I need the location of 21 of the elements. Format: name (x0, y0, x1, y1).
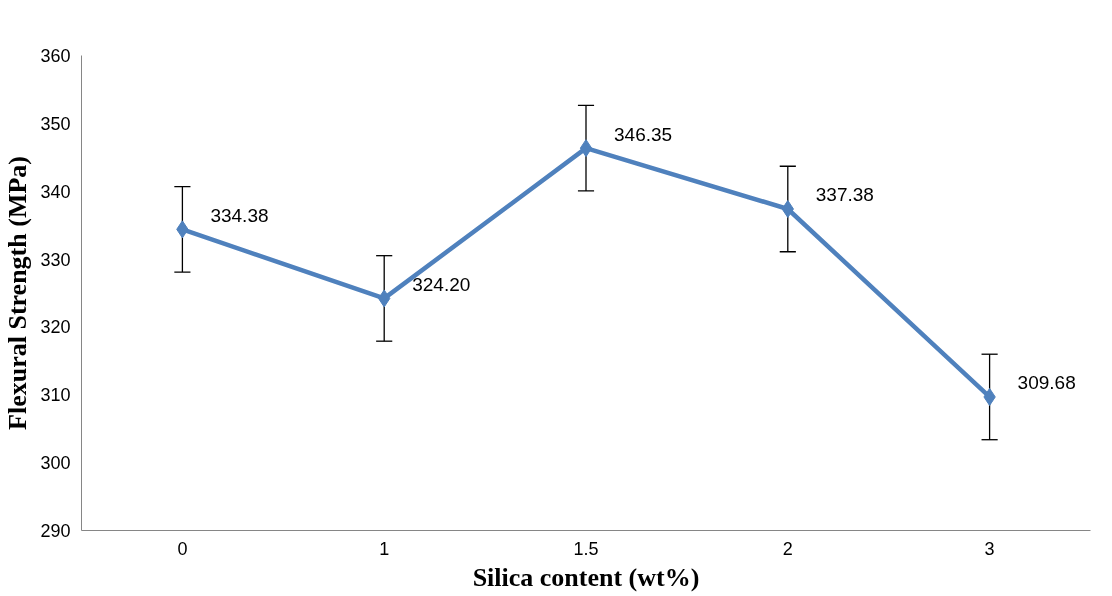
x-axis-title: Silica content (wt%) (472, 562, 700, 592)
y-tick-label: 320 (40, 317, 71, 338)
data-label: 346.35 (614, 123, 673, 145)
y-tick-label: 340 (40, 181, 71, 202)
data-label: 309.68 (1017, 372, 1076, 394)
y-tick-label: 360 (40, 46, 71, 66)
data-label: 324.20 (412, 273, 471, 295)
y-tick-label: 300 (40, 453, 71, 474)
y-tick-label: 290 (40, 521, 71, 541)
point (579, 139, 593, 158)
x-tick-label: 1.5 (573, 538, 599, 559)
data-label: 337.38 (815, 184, 874, 206)
y-axis-title: Flexural Strength (MPa) (3, 156, 33, 430)
x-tick-label: 1 (379, 538, 390, 559)
x-tick-label: 2 (782, 538, 793, 559)
y-tick-label: 350 (40, 113, 71, 134)
x-tick-label: 3 (984, 538, 995, 559)
y-tick-label: 330 (40, 249, 71, 270)
data-label: 334.38 (210, 204, 269, 226)
x-tick-label: 0 (177, 538, 188, 559)
y-tick-label: 310 (40, 385, 71, 406)
